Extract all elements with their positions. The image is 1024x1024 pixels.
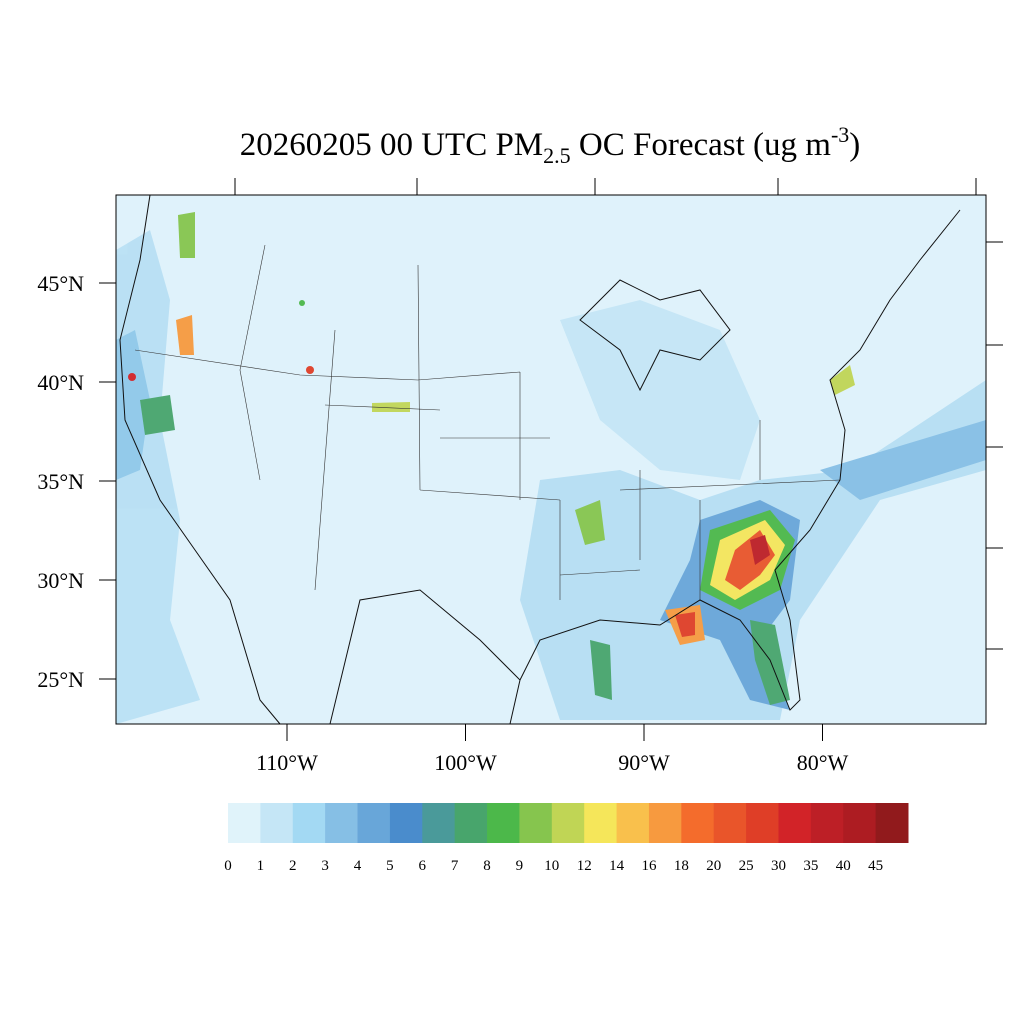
colorbar-box (422, 803, 456, 843)
title-end: ) (849, 127, 860, 163)
title: 20260205 00 UTC PM2.5 OC Forecast (ug m-… (240, 122, 861, 168)
colorbar-box (228, 803, 261, 843)
colorbar-box (875, 803, 909, 843)
lon-label: 110°W (256, 750, 318, 775)
lat-label: 40°N (37, 370, 84, 395)
lat-label: 25°N (37, 667, 84, 692)
colorbar-label: 3 (321, 858, 329, 874)
colorbar-label: 7 (451, 858, 459, 874)
colorbar-box (810, 803, 844, 843)
colorbar-box (357, 803, 391, 843)
colorbar-box (551, 803, 585, 843)
colorbar-label: 35 (803, 858, 818, 874)
colorbar-label: 30 (771, 858, 786, 874)
colorbar-label: 40 (836, 858, 851, 874)
boundaries (119, 194, 961, 725)
title-main: 20260205 00 UTC PM (240, 127, 543, 163)
map-frame (115, 194, 987, 725)
lon-label: 100°W (434, 750, 497, 775)
title-subscript: 2.5 (543, 143, 571, 168)
lon-label: 90°W (618, 750, 670, 775)
colorbar-label: 5 (386, 858, 394, 874)
colorbar-label: 6 (419, 858, 427, 874)
colorbar-label: 20 (706, 858, 721, 874)
colorbar-box (843, 803, 877, 843)
axis-labels: 45°N 40°N 35°N 30°N 25°N 110°W 100°W 90°W 80°W (37, 271, 848, 775)
lat-label: 45°N (37, 271, 84, 296)
lon-label: 80°W (797, 750, 849, 775)
colorbar-box (292, 803, 326, 843)
colorbar-label: 14 (609, 858, 625, 874)
colorbar-label: 1 (257, 858, 265, 874)
colorbar-box (713, 803, 747, 843)
colorbar-box (487, 803, 520, 843)
colorbar-box (648, 803, 682, 843)
colorbar-box (584, 803, 618, 843)
colorbar-box (389, 803, 423, 843)
lat-label: 35°N (37, 469, 84, 494)
colorbar-box (260, 803, 294, 843)
title-superscript: -3 (831, 122, 849, 147)
colorbar-box (681, 803, 715, 843)
colorbar-label: 10 (544, 858, 559, 874)
lat-label: 30°N (37, 568, 84, 593)
frame-ticks (234, 178, 1003, 650)
title-rest: OC Forecast (ug m (571, 127, 832, 163)
colorbar-label: 25 (739, 858, 754, 874)
colorbar-label: 8 (483, 858, 491, 874)
colorbar: 0 1 2 3 4 5 6 7 8 9 10 12 14 16 18 20 25 30 35 40 45 (224, 803, 909, 874)
colorbar-label: 0 (224, 858, 232, 874)
colorbar-box (746, 803, 779, 843)
colorbar-label: 2 (289, 858, 297, 874)
colorbar-label: 9 (516, 858, 524, 874)
colorbar-label: 45 (868, 858, 883, 874)
colorbar-label: 12 (577, 858, 592, 874)
colorbar-box (454, 803, 488, 843)
colorbar-box (325, 803, 359, 843)
colorbar-label: 16 (641, 858, 657, 874)
colorbar-label: 4 (354, 858, 362, 874)
colorbar-label: 18 (674, 858, 689, 874)
colorbar-box (519, 803, 553, 843)
concentration-field (116, 212, 986, 724)
colorbar-box (778, 803, 812, 843)
colorbar-box (616, 803, 650, 843)
map-area (115, 178, 1003, 725)
